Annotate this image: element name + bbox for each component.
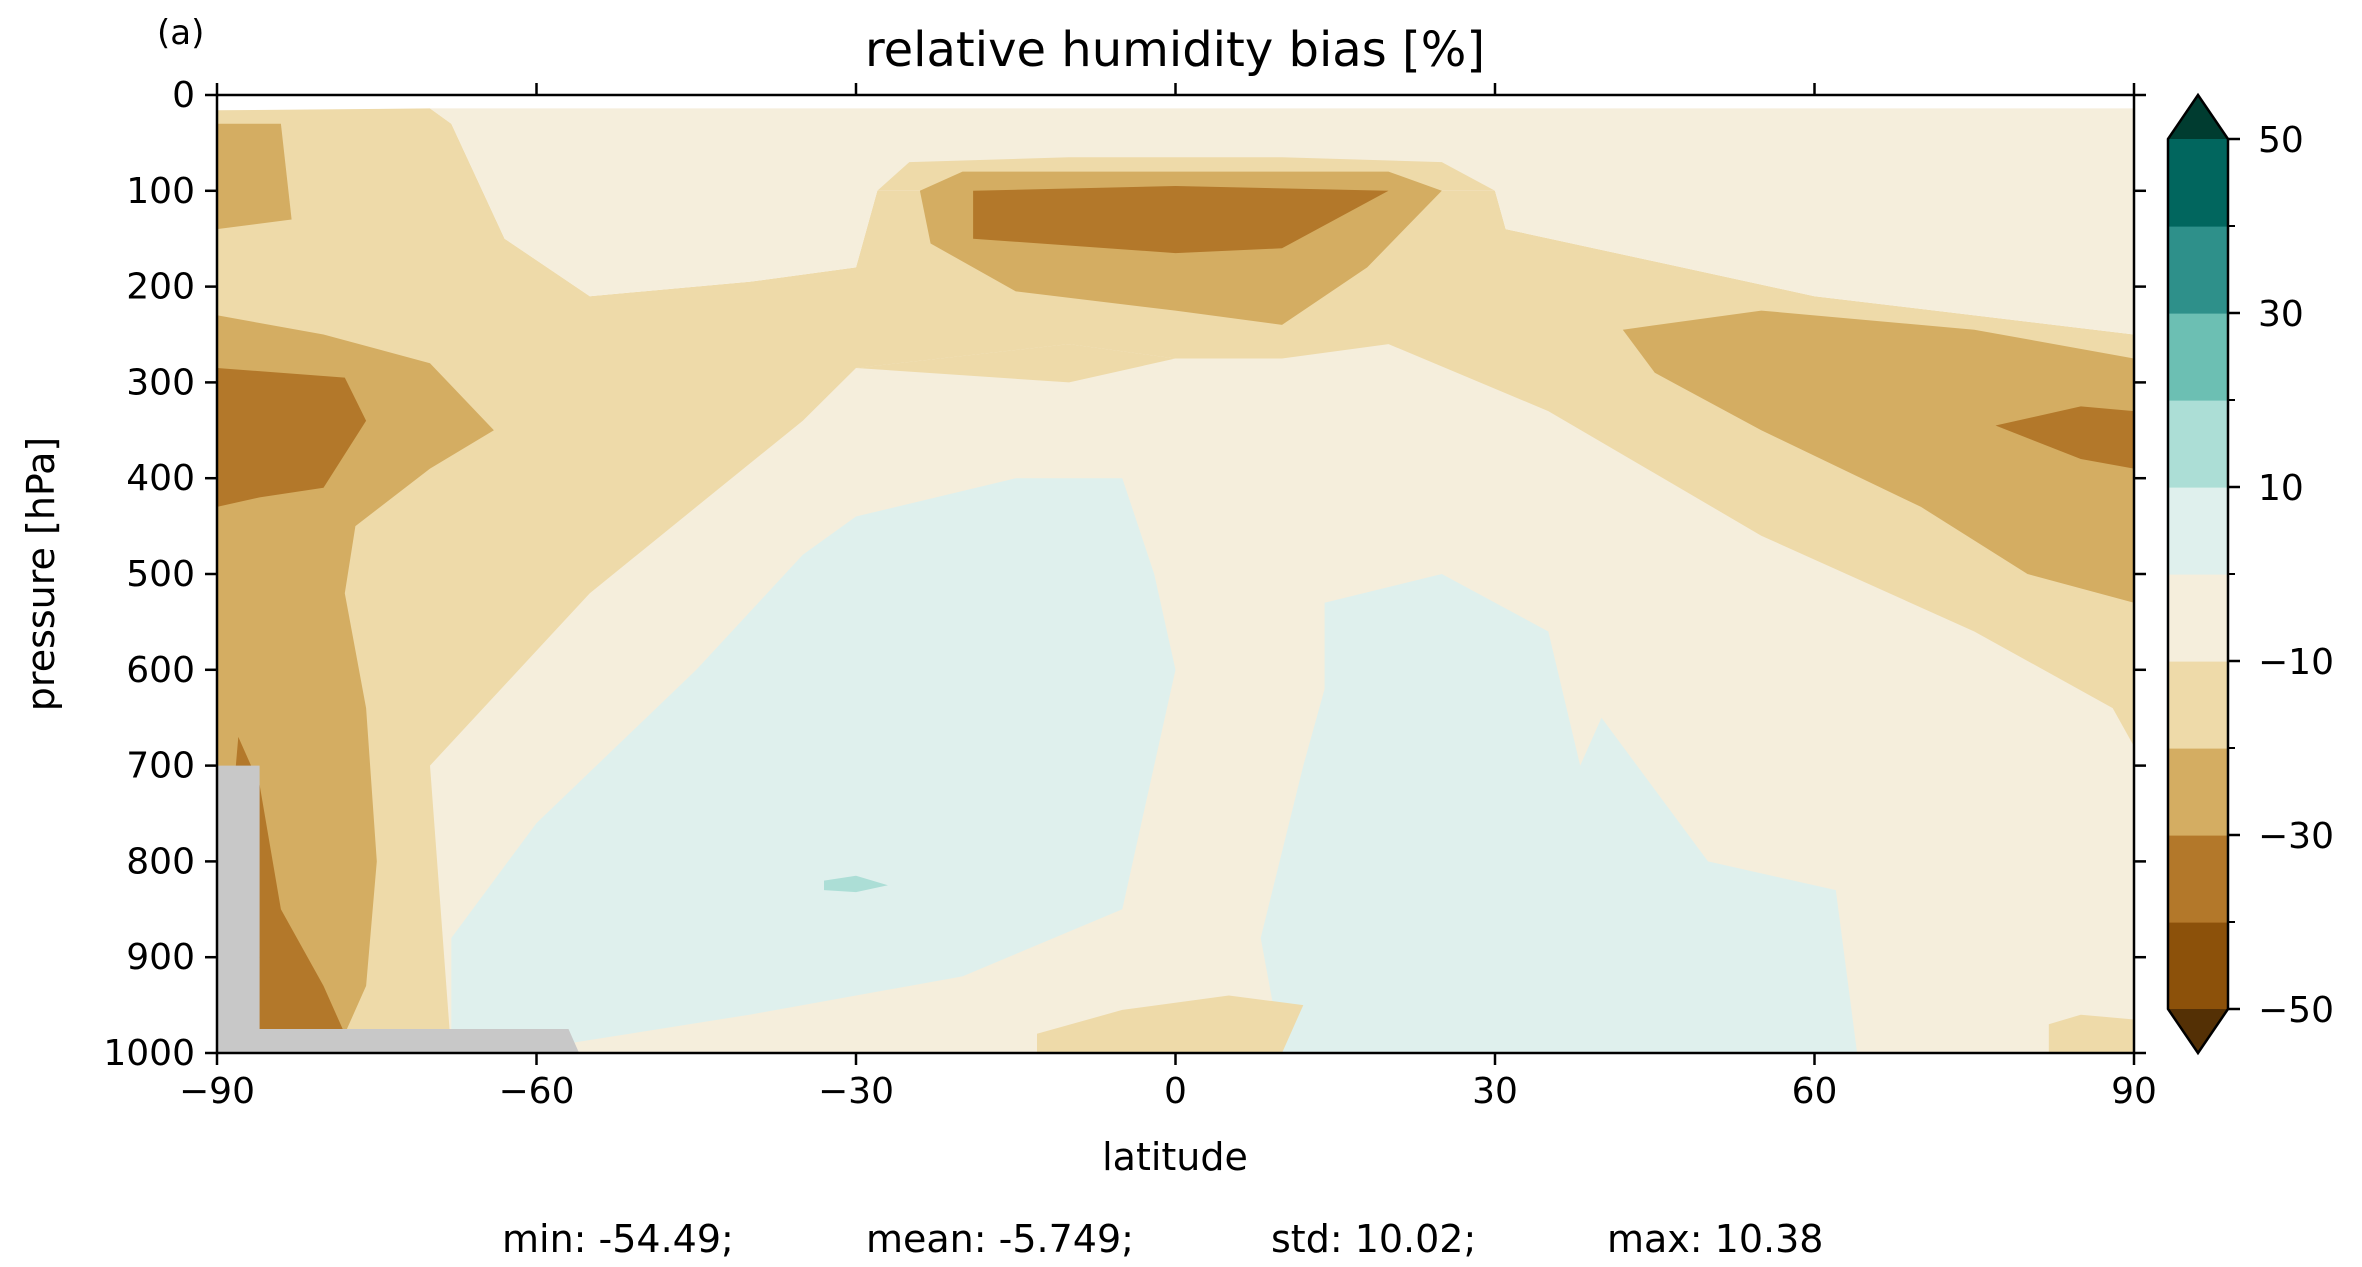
contour-region-11 — [217, 368, 367, 507]
stat-mean: mean: -5.749; — [866, 1217, 1134, 1261]
contour-region-8 — [824, 875, 888, 893]
plot-area — [217, 95, 2134, 1053]
y-axis-label: pressure [hPa] — [19, 437, 63, 711]
colorbar-swatch — [2168, 922, 2228, 1010]
colorbar-swatch — [2168, 400, 2228, 488]
y-tick-label: 100 — [126, 171, 195, 212]
colorbar-tick-label: −50 — [2258, 990, 2334, 1031]
stat-max: max: 10.38 — [1607, 1217, 1823, 1261]
x-tick-label: −90 — [179, 1071, 255, 1112]
contour-region-6 — [451, 478, 1176, 1053]
contour-region-7 — [1260, 574, 1858, 1053]
x-tick-label: −60 — [499, 1071, 575, 1112]
x-tick-label: −30 — [818, 1071, 894, 1112]
colorbar-swatch — [2168, 835, 2228, 923]
colorbar-tick-label: −10 — [2258, 642, 2334, 683]
contour-region-9 — [217, 123, 292, 230]
x-tick-label: 60 — [1792, 1071, 1838, 1112]
stats-line: min: -54.49; mean: -5.749; std: 10.02; m… — [502, 1217, 1823, 1261]
contour-region-16 — [1622, 310, 2134, 603]
x-tick-label: 0 — [1164, 1071, 1187, 1112]
contour-region-18 — [1037, 995, 1304, 1053]
y-tick-label: 300 — [126, 362, 195, 403]
colorbar-swatch — [2168, 313, 2228, 401]
colorbar-tick-label: 50 — [2258, 120, 2304, 161]
x-axis-label: latitude — [1102, 1135, 1248, 1179]
contour-region-17 — [1995, 406, 2134, 469]
contour-region-20 — [217, 765, 580, 1053]
x-tick-label: 30 — [1472, 1071, 1518, 1112]
colorbar-swatch — [2168, 574, 2228, 662]
colorbar: 50 30 10 −10 −30 −50 — [2166, 92, 2334, 1056]
x-axis: −90 −60 −30 0 30 60 90 — [179, 83, 2157, 1112]
y-axis: 0 100 200 300 400 500 600 700 800 900 1000 — [103, 75, 2146, 1074]
colorbar-swatch — [2168, 487, 2228, 575]
colorbar-extend-bottom — [2168, 1009, 2228, 1053]
colorbar-extend-top — [2168, 95, 2228, 139]
chart-title: relative humidity bias [%] — [865, 22, 1485, 78]
panel-label: (a) — [157, 13, 204, 53]
contour-region-2 — [430, 108, 2134, 335]
colorbar-tick-label: −30 — [2258, 816, 2334, 857]
y-tick-label: 900 — [126, 937, 195, 978]
contour-region-10 — [217, 315, 494, 1034]
x-tick-label: 90 — [2111, 1071, 2157, 1112]
contour-region-19 — [2048, 1014, 2134, 1053]
stat-std: std: 10.02; — [1271, 1217, 1476, 1261]
colorbar-swatch — [2168, 226, 2228, 314]
colorbar-swatch — [2168, 661, 2228, 749]
contour-region-5 — [856, 344, 1176, 383]
y-tick-label: 1000 — [103, 1033, 195, 1074]
colorbar-swatch — [2168, 139, 2228, 227]
y-tick-label: 0 — [172, 75, 195, 116]
y-tick-label: 500 — [126, 554, 195, 595]
colorbar-tick-label: 10 — [2258, 468, 2304, 509]
contour-region-15 — [973, 186, 1389, 254]
y-tick-label: 400 — [126, 458, 195, 499]
y-tick-label: 800 — [126, 841, 195, 882]
y-tick-label: 600 — [126, 650, 195, 691]
y-tick-label: 200 — [126, 267, 195, 308]
stat-min: min: -54.49; — [502, 1217, 734, 1261]
colorbar-swatch — [2168, 748, 2228, 836]
colorbar-tick-label: 30 — [2258, 294, 2304, 335]
y-tick-label: 700 — [126, 746, 195, 787]
